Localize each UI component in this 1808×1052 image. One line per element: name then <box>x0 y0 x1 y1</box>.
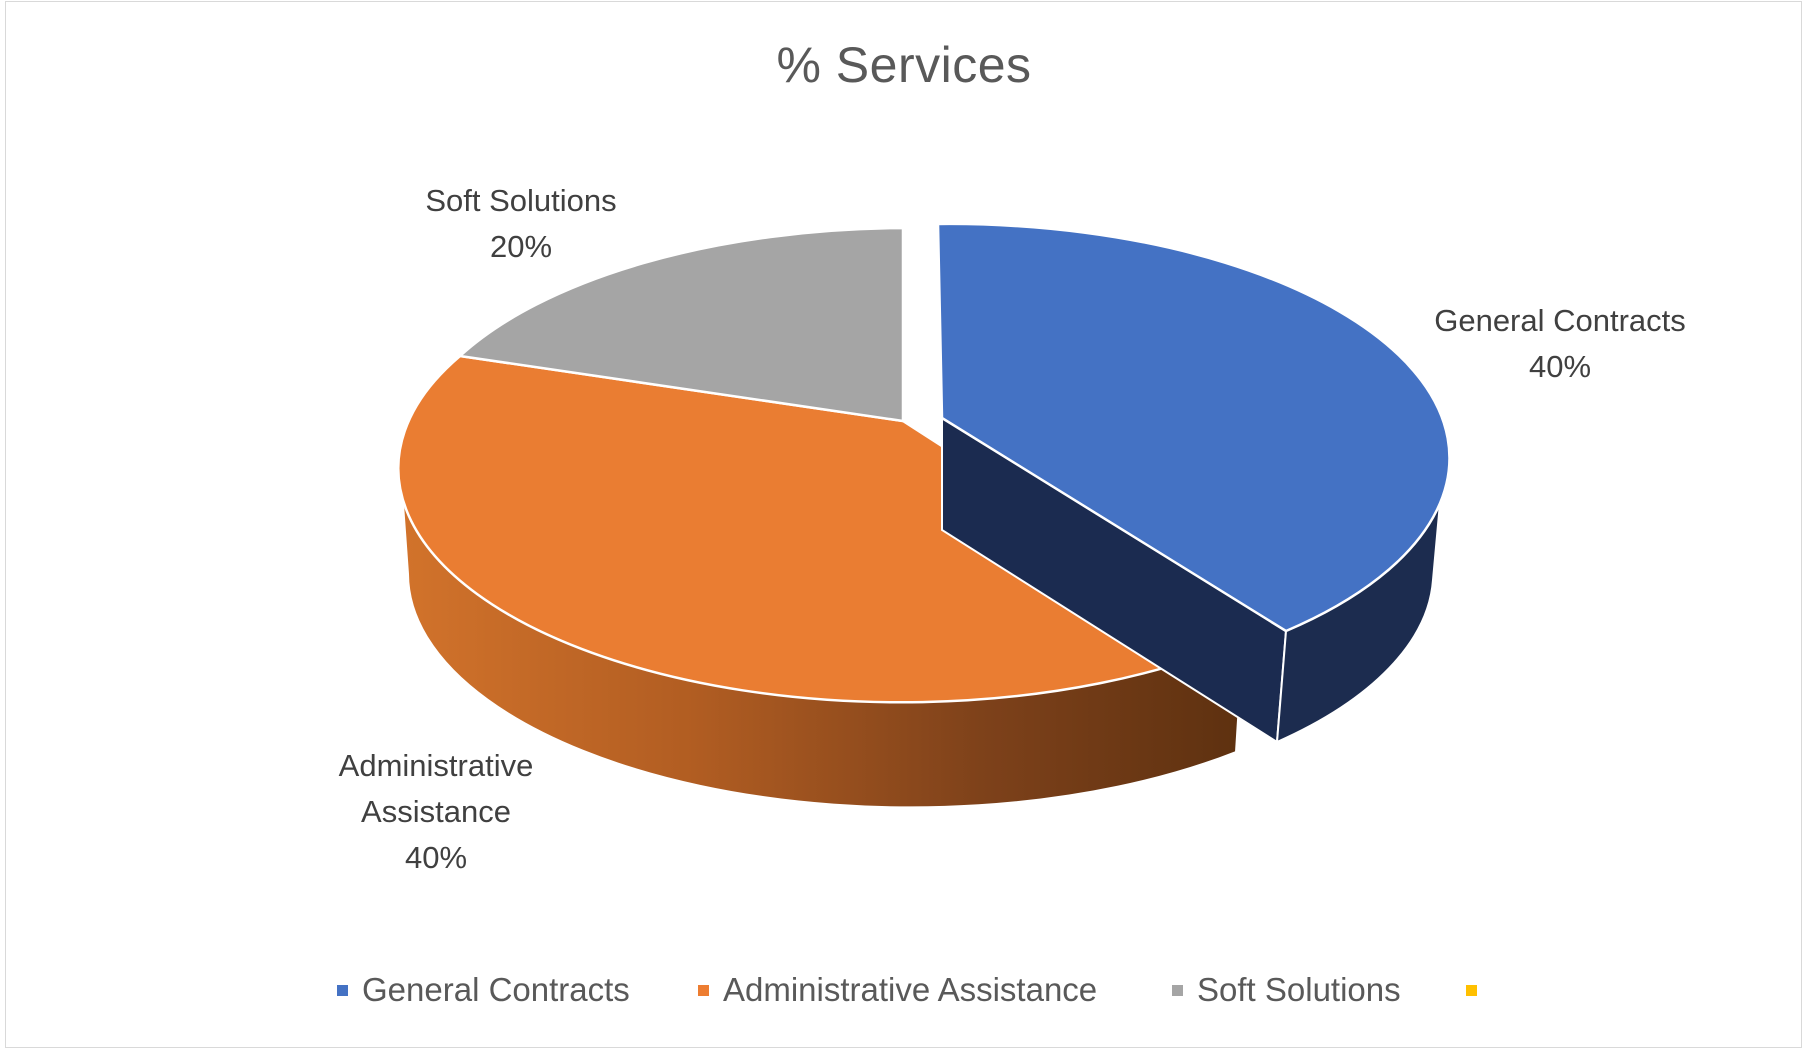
legend-item-unnamed[interactable] <box>1466 966 1491 1014</box>
label-value: 40% <box>1528 349 1592 384</box>
legend-label: Administrative Assistance <box>723 971 1098 1008</box>
label-value: 20% <box>489 229 553 264</box>
label-name-line2: Assistance <box>361 794 511 829</box>
legend-label: General Contracts <box>362 971 630 1008</box>
label-name-line1: Administrative <box>338 748 534 783</box>
legend-item-administrative-assistance[interactable]: Administrative Assistance <box>698 966 1097 1014</box>
legend-swatch-gray-icon <box>1172 984 1183 996</box>
chart-legend: General Contracts Administrative Assista… <box>0 966 1808 1014</box>
legend-item-general-contracts[interactable]: General Contracts <box>337 966 630 1014</box>
data-label-general-contracts: General Contracts 40% <box>1410 298 1710 390</box>
label-name: Soft Solutions <box>425 183 617 218</box>
slice-general-contracts[interactable] <box>936 222 1451 744</box>
legend-swatch-orange-icon <box>698 984 709 996</box>
legend-swatch-blue-icon <box>337 984 348 996</box>
chart-title: % Services <box>776 37 1032 93</box>
slice-soft-solutions[interactable] <box>458 226 905 423</box>
data-label-administrative-assistance: Administrative Assistance 40% <box>296 743 576 881</box>
legend-swatch-yellow-icon <box>1466 984 1477 996</box>
data-label-soft-solutions: Soft Solutions 20% <box>391 178 651 270</box>
legend-label: Soft Solutions <box>1197 971 1401 1008</box>
label-name: General Contracts <box>1434 303 1686 338</box>
label-value: 40% <box>404 840 468 875</box>
legend-item-soft-solutions[interactable]: Soft Solutions <box>1172 966 1401 1014</box>
